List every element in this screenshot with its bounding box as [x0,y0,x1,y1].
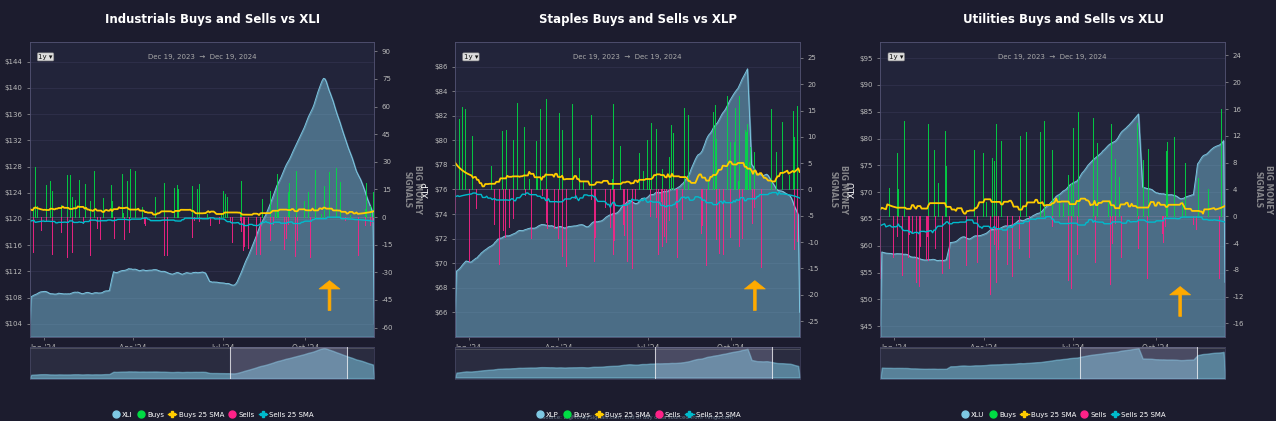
Y-axis label: XLP: XLP [422,181,431,198]
Bar [230,347,347,379]
Text: Dec 19, 2023  →  Dec 19, 2024: Dec 19, 2023 → Dec 19, 2024 [998,54,1108,60]
Text: Dec 19, 2023  →  Dec 19, 2024: Dec 19, 2023 → Dec 19, 2024 [148,54,256,60]
Text: Dec 19, 2023  →  Dec 19, 2024: Dec 19, 2023 → Dec 19, 2024 [573,54,681,60]
Text: Staples Buys and Sells vs XLP: Staples Buys and Sells vs XLP [538,13,738,26]
Text: Utilities Buys and Sells vs XLU: Utilities Buys and Sells vs XLU [963,13,1164,26]
Text: Source: BigMoneySignals.com. End of day data sourced from Tiingo.com: Source: BigMoneySignals.com. End of day … [542,415,734,420]
Legend: XLP, Buys, Buys 25 SMA, Sells, Sells 25 SMA: XLP, Buys, Buys 25 SMA, Sells, Sells 25 … [536,412,740,418]
Text: Industrials Buys and Sells vs XLI: Industrials Buys and Sells vs XLI [105,13,320,26]
Text: 1y ▾: 1y ▾ [889,54,903,60]
Text: BIG MONEY
SIGNALS: BIG MONEY SIGNALS [403,165,422,214]
Text: 1y ▾: 1y ▾ [463,54,478,60]
Bar [1081,347,1197,379]
Bar [655,347,772,379]
Text: 1y ▾: 1y ▾ [38,54,52,60]
Text: BIG MONEY
SIGNALS: BIG MONEY SIGNALS [1253,165,1273,214]
Legend: XLU, Buys, Buys 25 SMA, Sells, Sells 25 SMA: XLU, Buys, Buys 25 SMA, Sells, Sells 25 … [961,412,1166,418]
Y-axis label: XLU: XLU [847,181,856,198]
Y-axis label: XLI: XLI [0,183,1,196]
Text: BIG MONEY
SIGNALS: BIG MONEY SIGNALS [828,165,847,214]
Legend: XLI, Buys, Buys 25 SMA, Sells, Sells 25 SMA: XLI, Buys, Buys 25 SMA, Sells, Sells 25 … [111,412,314,418]
